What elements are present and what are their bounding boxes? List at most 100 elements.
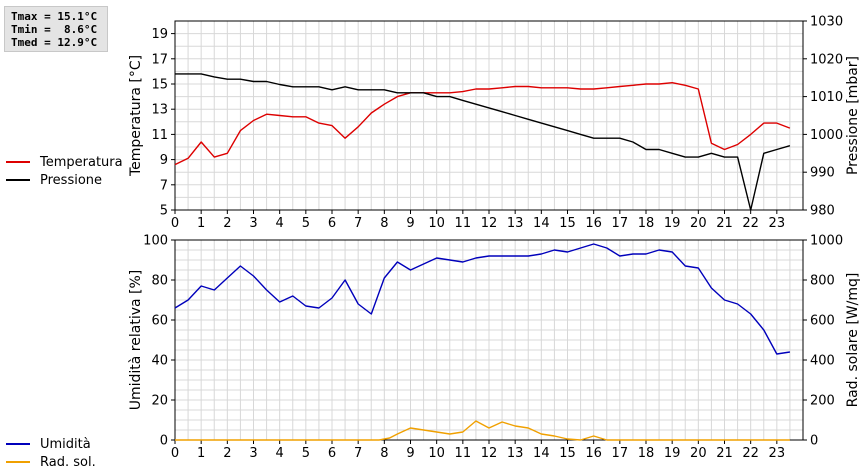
x-tick-label-top: 20 xyxy=(690,216,707,231)
x-tick-label-top: 1 xyxy=(197,216,205,231)
x-tick-label-top: 15 xyxy=(559,216,576,231)
x-tick-label-top: 16 xyxy=(585,216,602,231)
x-tick-label-top: 4 xyxy=(276,216,284,231)
legend-swatch-pressione xyxy=(6,179,30,181)
x-tick-label-bottom: 17 xyxy=(612,446,629,460)
y2-tick-label-top: 1000 xyxy=(810,128,843,143)
y2-tick-label-top: 980 xyxy=(810,204,835,219)
y2-tick-label-bottom: 1000 xyxy=(810,234,843,249)
legend-item-pressione: Pressione xyxy=(6,171,123,189)
legend-item-rad-sol: Rad. sol. xyxy=(6,453,96,471)
x-tick-label-bottom: 23 xyxy=(769,446,786,460)
x-tick-label-bottom: 1 xyxy=(197,446,205,460)
y2-tick-label-top: 1020 xyxy=(810,52,843,67)
y2-tick-label-bottom: 800 xyxy=(810,274,835,289)
y-tick-label-top: 7 xyxy=(160,178,168,193)
series-line-temperatura xyxy=(174,81,791,166)
x-tick-label-top: 14 xyxy=(533,216,550,231)
y-tick-label-bottom: 100 xyxy=(143,234,168,249)
y-tick-label-bottom: 60 xyxy=(151,314,168,329)
x-tick-label-top: 22 xyxy=(742,216,759,231)
legend-label-temperatura: Temperatura xyxy=(40,154,123,170)
y2-tick-label-bottom: 400 xyxy=(810,354,835,369)
y2-tick-label-top: 1030 xyxy=(810,15,843,30)
series-line-umidit xyxy=(174,243,791,355)
x-tick-label-bottom: 12 xyxy=(481,446,498,460)
x-tick-label-top: 13 xyxy=(507,216,524,231)
y-tick-label-top: 19 xyxy=(151,27,168,42)
x-tick-label-top: 7 xyxy=(354,216,362,231)
weather-charts: 0 1 2 3 4 5 6 7 8 9 10 11 12 13 14 15 16 17 18 19 20 21 22 2357… xyxy=(128,15,860,461)
legend-swatch-rad-sol xyxy=(6,461,30,463)
x-tick-label-top: 11 xyxy=(455,216,472,231)
y2-tick-label-top: 990 xyxy=(810,166,835,181)
x-tick-label-bottom: 3 xyxy=(249,446,257,460)
x-tick-label-bottom: 2 xyxy=(223,446,231,460)
x-tick-label-top: 23 xyxy=(769,216,786,231)
y-tick-label-bottom: 0 xyxy=(160,434,168,449)
y2-tick-label-bottom: 200 xyxy=(810,394,835,409)
series-line-pressione xyxy=(175,73,791,211)
y-axis-title-top: Temperatura [°C] xyxy=(128,55,144,177)
x-tick-label-top: 6 xyxy=(328,216,336,231)
x-tick-label-bottom: 0 xyxy=(171,446,179,460)
x-tick-label-bottom: 7 xyxy=(354,446,362,460)
x-tick-label-top: 10 xyxy=(428,216,445,231)
x-tick-label-top: 0 xyxy=(171,216,179,231)
x-tick-label-bottom: 16 xyxy=(585,446,602,460)
x-tick-label-bottom: 19 xyxy=(664,446,681,460)
x-tick-label-top: 12 xyxy=(481,216,498,231)
legend-item-umidita: Umidità xyxy=(6,435,96,453)
y-axis-title-bottom: Umidità relativa [%] xyxy=(128,270,144,411)
x-tick-label-top: 8 xyxy=(380,216,388,231)
tmax-stat: Tmax = 15.1°C xyxy=(11,10,98,23)
legend-item-temperatura: Temperatura xyxy=(6,153,123,171)
y-tick-label-top: 5 xyxy=(160,204,168,219)
temperature-stats-box: Tmax = 15.1°C Tmin = 8.6°C Tmed = 12.9°C xyxy=(4,6,108,52)
x-tick-label-bottom: 5 xyxy=(302,446,310,460)
x-tick-label-bottom: 8 xyxy=(380,446,388,460)
y2-tick-label-bottom: 600 xyxy=(810,314,835,329)
legend-label-pressione: Pressione xyxy=(40,172,103,188)
x-tick-label-top: 21 xyxy=(716,216,733,231)
y-tick-label-bottom: 80 xyxy=(151,274,168,289)
x-tick-label-top: 3 xyxy=(249,216,257,231)
x-tick-label-bottom: 18 xyxy=(638,446,655,460)
x-tick-label-bottom: 22 xyxy=(742,446,759,460)
x-tick-label-top: 19 xyxy=(664,216,681,231)
y-tick-label-top: 13 xyxy=(151,103,168,118)
series-line-rad-sol xyxy=(175,420,790,441)
x-tick-label-top: 5 xyxy=(302,216,310,231)
y-tick-label-top: 11 xyxy=(151,128,168,143)
x-tick-label-bottom: 14 xyxy=(533,446,550,460)
tmin-stat: Tmin = 8.6°C xyxy=(11,23,98,36)
legend-swatch-temperatura xyxy=(6,161,30,163)
y2-tick-label-bottom: 0 xyxy=(810,434,818,449)
x-tick-label-bottom: 9 xyxy=(406,446,414,460)
legend-bottom: Umidità Rad. sol. xyxy=(6,435,96,471)
x-tick-label-bottom: 15 xyxy=(559,446,576,460)
legend-label-rad-sol: Rad. sol. xyxy=(40,454,96,470)
x-tick-label-bottom: 13 xyxy=(507,446,524,460)
x-tick-label-bottom: 11 xyxy=(455,446,472,460)
legend-swatch-umidita xyxy=(6,443,30,445)
y-tick-label-top: 9 xyxy=(160,153,168,168)
y-tick-label-top: 17 xyxy=(151,52,168,67)
y-tick-label-top: 15 xyxy=(151,78,168,93)
tmed-stat: Tmed = 12.9°C xyxy=(11,36,98,49)
x-tick-label-top: 18 xyxy=(638,216,655,231)
legend-top: Temperatura Pressione xyxy=(6,153,123,189)
y2-tick-label-top: 1010 xyxy=(810,90,843,105)
x-tick-label-bottom: 4 xyxy=(276,446,284,460)
y-tick-label-bottom: 40 xyxy=(151,354,168,369)
x-tick-label-top: 17 xyxy=(612,216,629,231)
legend-label-umidita: Umidità xyxy=(40,436,91,452)
x-tick-label-bottom: 20 xyxy=(690,446,707,460)
x-tick-label-bottom: 10 xyxy=(428,446,445,460)
x-tick-label-bottom: 6 xyxy=(328,446,336,460)
y2-axis-title-bottom: Rad. solare [W/mq] xyxy=(845,273,860,408)
y-tick-label-bottom: 20 xyxy=(151,394,168,409)
x-tick-label-top: 2 xyxy=(223,216,231,231)
x-tick-label-top: 9 xyxy=(406,216,414,231)
x-tick-label-bottom: 21 xyxy=(716,446,733,460)
